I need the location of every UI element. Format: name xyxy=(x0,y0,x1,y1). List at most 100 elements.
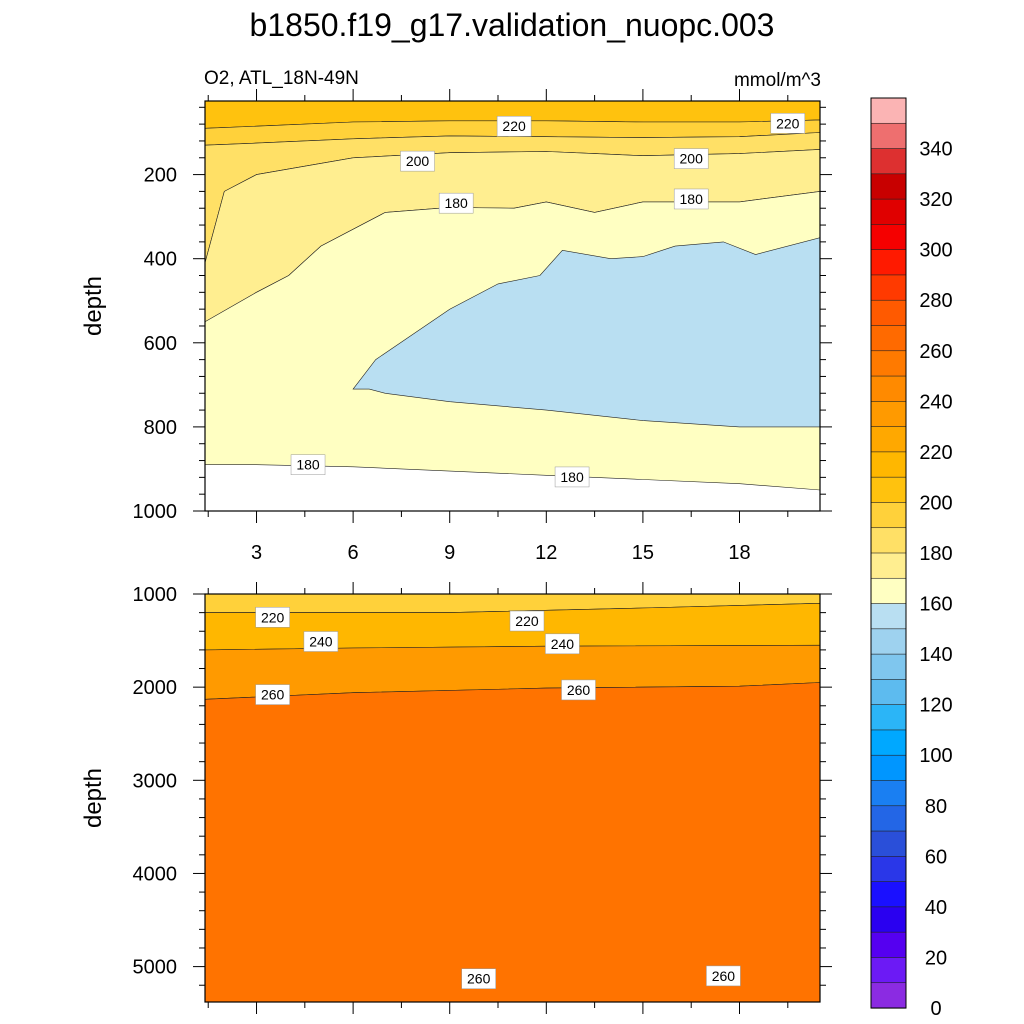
colorbar-swatch xyxy=(870,780,907,807)
colorbar-swatch xyxy=(870,274,907,301)
colorbar-swatch xyxy=(870,881,907,908)
colorbar-swatch xyxy=(870,122,907,150)
colorbar-label: 0 xyxy=(930,998,941,1020)
colorbar-label: 140 xyxy=(919,644,952,666)
colorbar-swatch xyxy=(870,299,907,327)
svg-text:240: 240 xyxy=(551,636,575,652)
x-tick-label: 6 xyxy=(348,542,359,564)
y-tick-label: 1000 xyxy=(133,501,178,523)
colorbar-swatch xyxy=(870,754,907,782)
contour-label: 220 xyxy=(496,115,532,137)
svg-text:260: 260 xyxy=(712,968,736,984)
svg-text:200: 200 xyxy=(680,151,704,167)
contour-label: 260 xyxy=(706,965,741,987)
contour-label: 180 xyxy=(438,192,474,214)
colorbar-label: 340 xyxy=(919,139,952,161)
colorbar-swatch xyxy=(870,906,907,933)
svg-text:260: 260 xyxy=(567,682,591,698)
svg-text:180: 180 xyxy=(444,195,468,211)
y-tick-label: 600 xyxy=(144,333,177,355)
contour-region-260-270 xyxy=(205,682,820,1002)
svg-text:220: 220 xyxy=(502,118,526,134)
colorbar-swatch xyxy=(870,679,907,706)
colorbar-swatch xyxy=(870,628,907,655)
colorbar-swatch xyxy=(870,249,907,276)
x-tick-label: 18 xyxy=(728,542,750,564)
contour-label: 240 xyxy=(303,631,339,652)
colorbar-swatch xyxy=(870,552,907,579)
colorbar-label: 40 xyxy=(925,897,947,919)
colorbar-swatch xyxy=(870,653,907,680)
colorbar-label: 280 xyxy=(919,290,952,312)
svg-text:220: 220 xyxy=(515,613,539,629)
contour-label: 180 xyxy=(290,454,326,475)
colorbar-swatch xyxy=(870,198,907,225)
contour-label: 220 xyxy=(509,610,545,632)
svg-text:180: 180 xyxy=(680,191,704,207)
colorbar-swatch xyxy=(870,856,907,883)
colorbar-swatch xyxy=(870,451,907,478)
colorbar: 3403203002802602402202001801601401201008… xyxy=(870,97,953,1020)
colorbar-swatch xyxy=(870,603,907,630)
colorbar-label: 100 xyxy=(919,745,952,767)
upper-panel: 200 400 600 800 1000 3 6 9 12 15 18 depth 220 220 200 2… xyxy=(80,89,832,564)
svg-text:180: 180 xyxy=(296,457,320,473)
plot-frame xyxy=(204,593,821,1003)
contour-label: 180 xyxy=(554,466,590,488)
contour-label: 220 xyxy=(770,113,806,134)
colorbar-swatch xyxy=(870,982,907,1009)
colorbar-swatch xyxy=(870,173,907,200)
contour-label: 240 xyxy=(545,633,580,655)
x-tick-label: 3 xyxy=(251,542,262,564)
colorbar-swatch xyxy=(870,704,907,731)
contour-label: 200 xyxy=(400,150,435,172)
y-tick-label: 5000 xyxy=(133,957,178,979)
colorbar-swatch xyxy=(870,577,907,605)
colorbar-label: 320 xyxy=(919,189,952,211)
colorbar-swatch xyxy=(870,830,907,857)
plot-frame xyxy=(204,100,821,512)
colorbar-label: 120 xyxy=(919,695,952,717)
colorbar-label: 260 xyxy=(919,341,952,363)
contour-label: 260 xyxy=(561,679,596,701)
svg-text:260: 260 xyxy=(467,971,491,987)
y-tick-label: 3000 xyxy=(133,770,178,792)
colorbar-swatch xyxy=(870,957,907,984)
svg-text:200: 200 xyxy=(406,153,430,169)
contour-label: 260 xyxy=(255,684,290,705)
y-tick-label: 1000 xyxy=(133,584,178,606)
units-label: mmol/m^3 xyxy=(734,70,821,91)
contour-label: 200 xyxy=(673,148,709,169)
svg-text:240: 240 xyxy=(309,634,333,650)
colorbar-swatch xyxy=(870,375,907,402)
colorbar-label: 160 xyxy=(919,594,952,616)
colorbar-swatch xyxy=(870,805,907,832)
colorbar-swatch xyxy=(870,148,907,175)
colorbar-label: 200 xyxy=(919,492,952,514)
lower-panel: 1000 2000 3000 4000 5000 depth 220 220 240 240 260… xyxy=(80,582,832,1014)
x-tick-label: 12 xyxy=(535,542,557,564)
y-tick-label: 400 xyxy=(144,249,177,271)
colorbar-swatch xyxy=(870,729,907,756)
colorbar-label: 20 xyxy=(925,947,947,969)
colorbar-swatch xyxy=(870,527,907,554)
x-tick-label: 15 xyxy=(632,542,654,564)
x-tick-label: 9 xyxy=(444,542,455,564)
y-tick-label: 4000 xyxy=(133,863,178,885)
contour-region-170-180 xyxy=(352,237,820,428)
contour-label: 260 xyxy=(461,968,496,989)
y-tick-label: 800 xyxy=(144,417,177,439)
colorbar-swatch xyxy=(870,224,907,251)
colorbar-swatch xyxy=(870,97,907,124)
colorbar-swatch xyxy=(870,476,907,504)
svg-text:180: 180 xyxy=(560,469,584,485)
colorbar-swatch xyxy=(870,350,907,377)
figure-title: b1850.f19_g17.validation_nuopc.003 xyxy=(250,7,775,43)
svg-text:220: 220 xyxy=(261,609,285,625)
svg-text:260: 260 xyxy=(261,687,285,703)
contour-label: 180 xyxy=(673,188,709,210)
y-axis-label: depth xyxy=(80,276,107,336)
colorbar-label: 240 xyxy=(919,391,952,413)
y-tick-label: 2000 xyxy=(133,677,178,699)
